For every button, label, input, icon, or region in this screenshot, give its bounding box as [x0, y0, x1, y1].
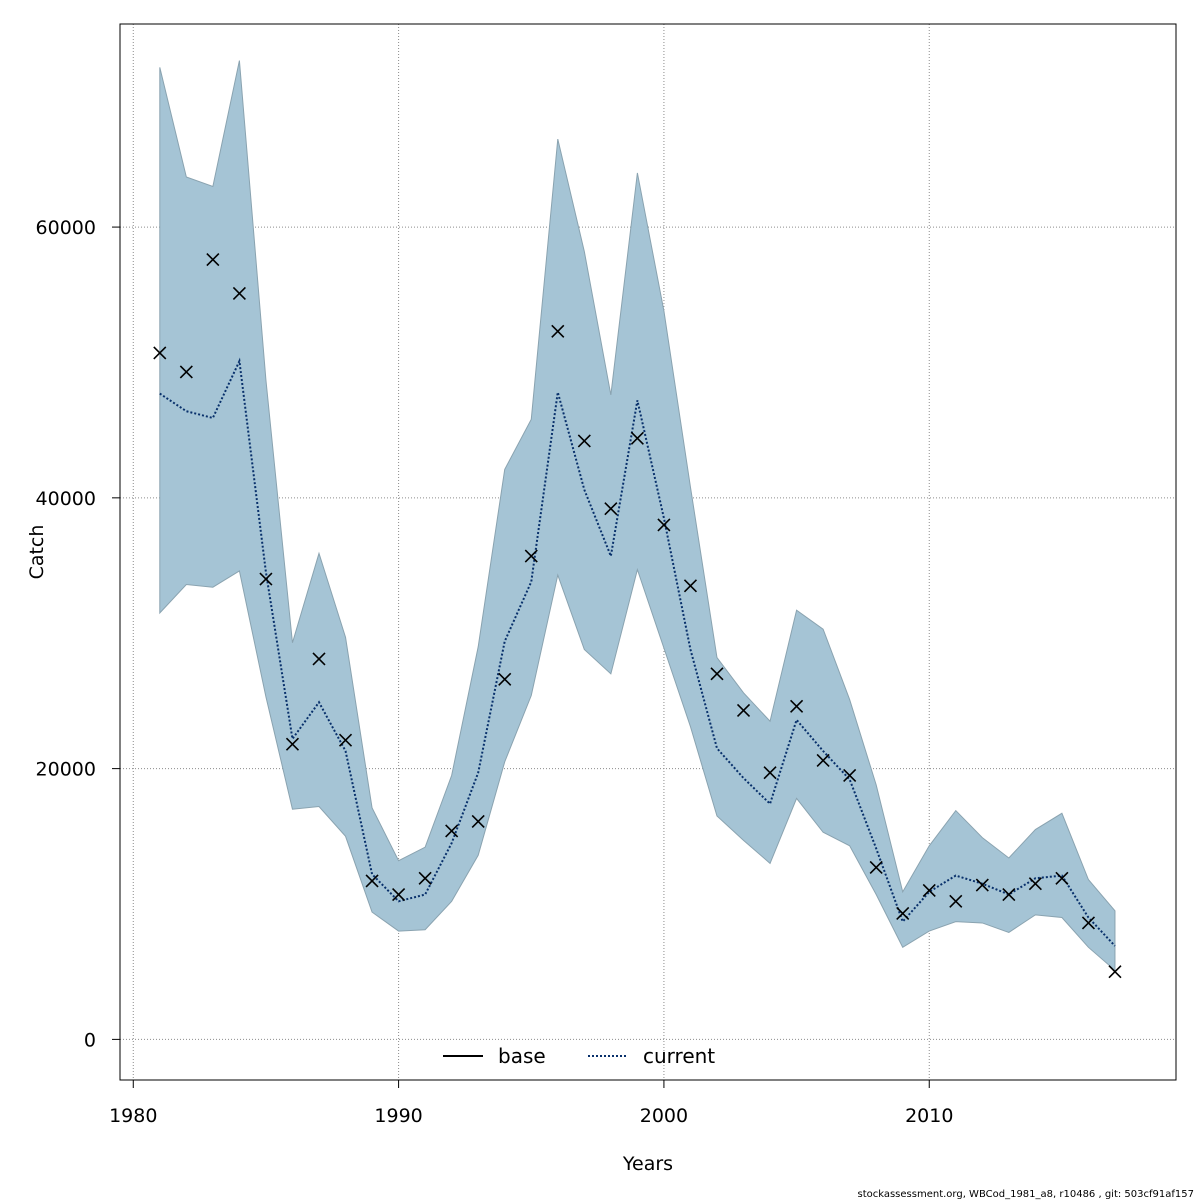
y-tick-label-40000: 40000: [36, 488, 96, 510]
observed-point-2015: [1055, 871, 1069, 885]
confidence-band-area: [159, 60, 1116, 972]
observed-point-1985: [259, 572, 273, 586]
axes: 1980 1990 2000 2010 0 20000 40000 60000: [36, 217, 954, 1127]
observed-point-2004: [763, 766, 777, 780]
y-axis-title: Catch: [26, 525, 48, 580]
observed-point-1998: [604, 502, 618, 516]
observed-point-2006: [816, 753, 830, 768]
y-tick-label-0: 0: [84, 1029, 96, 1051]
observed-point-1986: [285, 737, 300, 751]
observed-point-1991: [418, 871, 432, 885]
observed-point-1981: [153, 346, 167, 360]
confidence-band: [159, 60, 1116, 972]
observed-point-2017: [1108, 965, 1122, 979]
legend-current-label: current: [643, 1044, 715, 1068]
observed-point-1994: [498, 672, 512, 686]
observed-point-2013: [1002, 887, 1016, 902]
x-tick-label-2000: 2000: [640, 1105, 688, 1127]
observed-point-2005: [790, 699, 804, 713]
observed-point-2016: [1081, 916, 1096, 930]
observed-point-2012: [975, 878, 989, 892]
observed-point-1993: [471, 814, 485, 828]
x-tick-label-1990: 1990: [374, 1105, 422, 1127]
observed-markers: [153, 253, 1122, 979]
observed-point-1990: [392, 887, 406, 902]
series-line-current: [159, 357, 1116, 947]
y-tick-label-20000: 20000: [36, 759, 96, 781]
observed-point-1996: [551, 324, 565, 338]
observed-point-1988: [338, 733, 353, 747]
legend-base-label: base: [498, 1044, 546, 1068]
observed-point-1999: [630, 431, 644, 445]
y-tick-label-60000: 60000: [36, 217, 96, 239]
observed-point-2002: [710, 667, 724, 681]
x-axis-title: Years: [622, 1153, 673, 1175]
observed-point-2010: [922, 883, 936, 898]
observed-point-2014: [1028, 877, 1042, 891]
observed-point-1997: [577, 434, 591, 448]
x-tick-label-2010: 2010: [905, 1105, 953, 1127]
observed-point-1995: [524, 549, 538, 563]
observed-point-1989: [365, 874, 379, 888]
observed-point-2007: [843, 768, 857, 782]
observed-point-2003: [736, 703, 751, 717]
observed-point-2011: [949, 894, 963, 908]
observed-point-2000: [657, 518, 671, 532]
observed-point-1987: [312, 652, 326, 666]
legend: base current: [443, 1044, 715, 1068]
observed-point-2008: [869, 860, 883, 875]
observed-point-1992: [445, 824, 459, 838]
x-tick-label-1980: 1980: [109, 1105, 157, 1127]
observed-point-2009: [896, 906, 910, 921]
observed-point-1982: [179, 365, 193, 379]
observed-point-1984: [232, 286, 246, 300]
observed-point-2001: [683, 579, 698, 593]
footer-credit: stockassessment.org, WBCod_1981_a8, r104…: [857, 1189, 1194, 1200]
series-lines: [159, 357, 1116, 947]
observed-point-1983: [206, 253, 220, 267]
